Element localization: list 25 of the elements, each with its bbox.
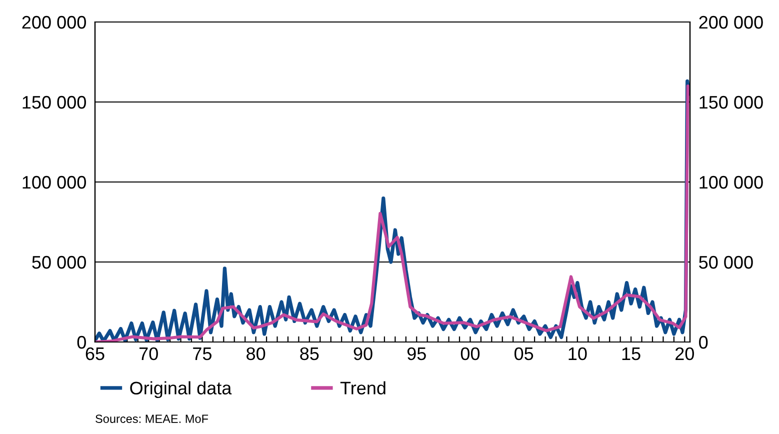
- x-tick-label: 05: [514, 347, 534, 360]
- x-tick-label: 70: [139, 347, 158, 360]
- x-tick-label: 80: [246, 347, 266, 360]
- x-tick-label: 10: [568, 347, 587, 360]
- x-tick-label: 00: [460, 347, 480, 360]
- y2-tick-label: 0: [699, 336, 708, 349]
- x-tick-label: 20: [676, 347, 694, 360]
- x-tick-label: 65: [86, 347, 104, 360]
- legend-label: Trend: [340, 381, 386, 394]
- x-tick-label: 75: [193, 348, 212, 360]
- x-tick-label: 90: [354, 347, 372, 360]
- y2-tick-label: 200 000: [699, 16, 763, 29]
- y-tick-label: 200 000: [22, 16, 86, 29]
- y2-tick-label: 100 000: [700, 176, 763, 189]
- x-tick-label: 85: [300, 347, 319, 360]
- y-tick-label: 50 000: [32, 256, 86, 269]
- x-tick-label: 15: [622, 348, 640, 360]
- y2-tick-label: 50 000: [699, 256, 753, 269]
- y2-tick-label: 150 000: [700, 96, 763, 109]
- y-tick-label: 150 000: [22, 96, 86, 109]
- y-tick-label: 100 000: [22, 176, 86, 189]
- y-tick-label: 0: [77, 336, 86, 349]
- source-note: Sources: MEAE. MoF: [96, 414, 208, 423]
- legend-label: Original data: [130, 381, 232, 398]
- x-tick-label: 95: [407, 347, 426, 360]
